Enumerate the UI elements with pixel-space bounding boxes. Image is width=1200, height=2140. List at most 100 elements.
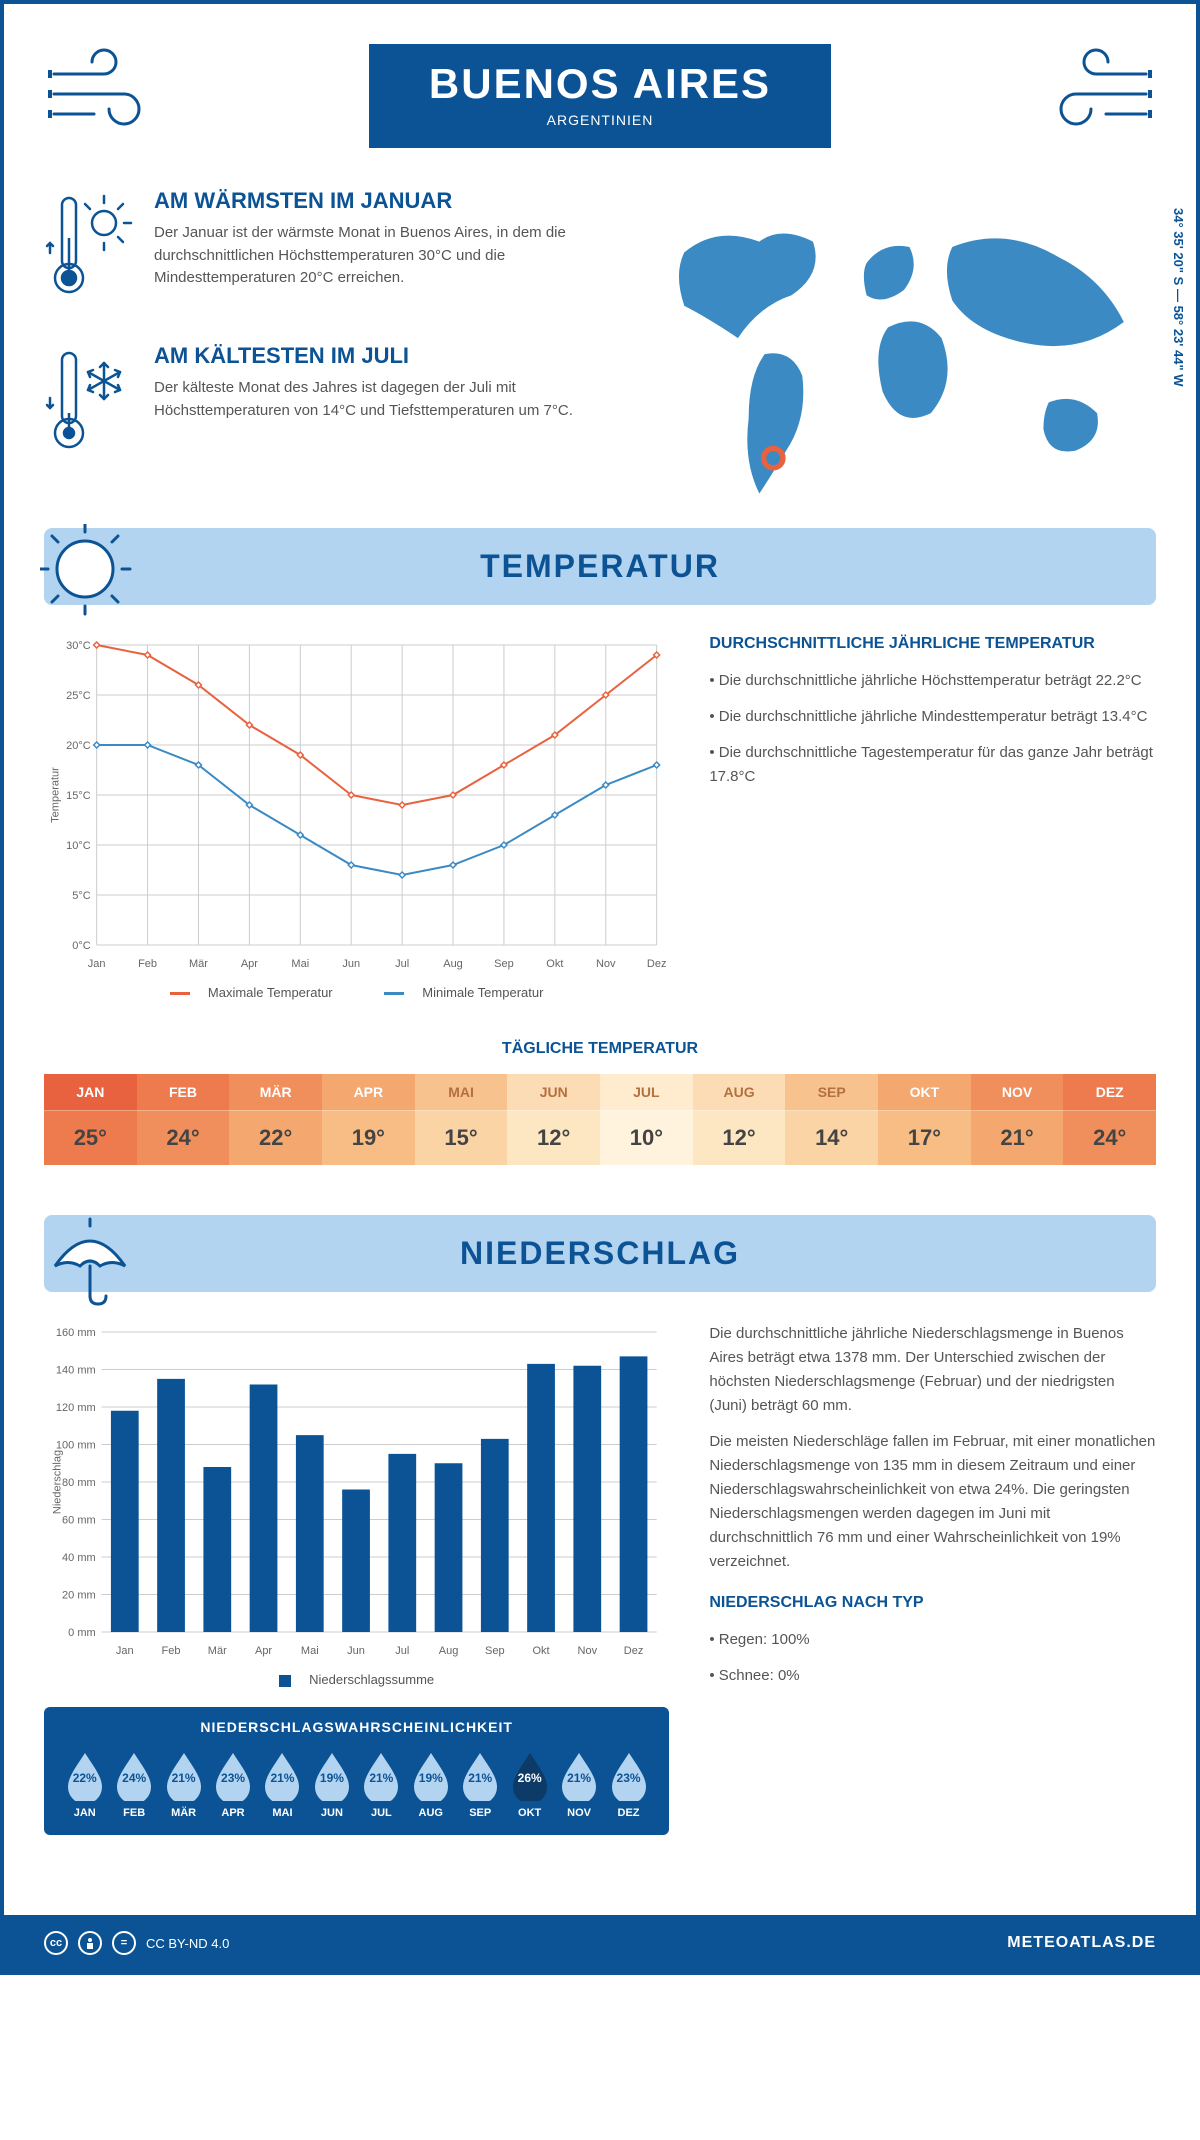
country-name: ARGENTINIEN (429, 112, 771, 128)
daily-temp-strip: JAN25°FEB24°MÄR22°APR19°MAI15°JUN12°JUL1… (44, 1074, 1156, 1165)
temperature-section-header: TEMPERATUR (44, 528, 1156, 605)
temperature-legend: Maximale Temperatur Minimale Temperatur (44, 985, 669, 1000)
precip-p2: Die meisten Niederschläge fallen im Febr… (709, 1430, 1156, 1574)
svg-text:Feb: Feb (162, 1645, 181, 1657)
svg-text:30°C: 30°C (66, 640, 91, 652)
cold-fact: AM KÄLTESTEN IM JULI Der kälteste Monat … (44, 343, 580, 468)
prob-title: NIEDERSCHLAGSWAHRSCHEINLICHKEIT (60, 1719, 653, 1735)
temp-bullet: • Die durchschnittliche Tagestemperatur … (709, 741, 1156, 789)
svg-text:140 mm: 140 mm (56, 1365, 96, 1377)
legend-min: Minimale Temperatur (422, 985, 543, 1000)
svg-text:10°C: 10°C (66, 840, 91, 852)
svg-text:Mär: Mär (208, 1645, 227, 1657)
temp-strip-cell: JUL10° (600, 1074, 693, 1165)
site-name: METEOATLAS.DE (1007, 1934, 1156, 1952)
temp-strip-cell: JUN12° (507, 1074, 600, 1165)
svg-text:Dez: Dez (624, 1645, 644, 1657)
svg-text:Mai: Mai (291, 958, 309, 970)
daily-temp-title: TÄGLICHE TEMPERATUR (44, 1040, 1156, 1058)
temperature-line-chart: 0°C5°C10°C15°C20°C25°C30°CJanFebMärAprMa… (44, 635, 669, 975)
svg-text:80 mm: 80 mm (62, 1477, 96, 1489)
svg-text:Sep: Sep (485, 1645, 505, 1657)
temp-strip-cell: APR19° (322, 1074, 415, 1165)
svg-text:Jun: Jun (347, 1645, 365, 1657)
warm-text: Der Januar ist der wärmste Monat in Buen… (154, 222, 580, 290)
probability-item: 21%MÄR (159, 1749, 208, 1819)
precip-type-bullet: • Regen: 100% (709, 1628, 1156, 1652)
temp-strip-cell: NOV21° (971, 1074, 1064, 1165)
city-name: BUENOS AIRES (429, 60, 771, 108)
svg-text:Feb: Feb (138, 958, 157, 970)
svg-text:20°C: 20°C (66, 740, 91, 752)
svg-text:25°C: 25°C (66, 690, 91, 702)
temp-bullet: • Die durchschnittliche jährliche Höchst… (709, 669, 1156, 693)
temp-strip-cell: JAN25° (44, 1074, 137, 1165)
cold-title: AM KÄLTESTEN IM JULI (154, 343, 580, 369)
temp-strip-cell: DEZ24° (1063, 1074, 1156, 1165)
probability-item: 21%NOV (554, 1749, 603, 1819)
sun-icon (40, 524, 140, 624)
svg-text:15°C: 15°C (66, 790, 91, 802)
svg-text:5°C: 5°C (72, 890, 91, 902)
svg-text:Sep: Sep (494, 958, 514, 970)
probability-item: 24%FEB (109, 1749, 158, 1819)
nd-icon: = (112, 1931, 136, 1955)
temp-strip-cell: MÄR22° (229, 1074, 322, 1165)
warm-fact: AM WÄRMSTEN IM JANUAR Der Januar ist der… (44, 188, 580, 313)
svg-text:Apr: Apr (255, 1645, 272, 1657)
svg-text:0 mm: 0 mm (68, 1627, 96, 1639)
temperature-title: TEMPERATUR (64, 548, 1136, 585)
cold-text: Der kälteste Monat des Jahres ist dagege… (154, 377, 580, 422)
svg-text:Okt: Okt (546, 958, 563, 970)
wind-icon (44, 44, 184, 144)
svg-text:20 mm: 20 mm (62, 1590, 96, 1602)
probability-item: 23%DEZ (604, 1749, 653, 1819)
title-banner: BUENOS AIRES ARGENTINIEN (369, 44, 831, 148)
temp-strip-cell: FEB24° (137, 1074, 230, 1165)
svg-text:Jan: Jan (116, 1645, 134, 1657)
svg-text:Aug: Aug (439, 1645, 459, 1657)
svg-text:Temperatur: Temperatur (50, 767, 62, 823)
svg-text:Mai: Mai (301, 1645, 319, 1657)
temp-strip-cell: MAI15° (415, 1074, 508, 1165)
wind-icon (1016, 44, 1156, 144)
temp-strip-cell: SEP14° (785, 1074, 878, 1165)
precip-type-bullet: • Schnee: 0% (709, 1664, 1156, 1688)
precipitation-info: Die durchschnittliche jährliche Niedersc… (709, 1322, 1156, 1835)
legend-max: Maximale Temperatur (208, 985, 333, 1000)
probability-item: 19%AUG (406, 1749, 455, 1819)
svg-text:120 mm: 120 mm (56, 1402, 96, 1414)
probability-item: 22%JAN (60, 1749, 109, 1819)
probability-item: 21%JUL (357, 1749, 406, 1819)
by-icon (78, 1931, 102, 1955)
svg-text:Aug: Aug (443, 958, 463, 970)
thermometer-sun-icon (44, 188, 134, 313)
cc-icon: cc (44, 1931, 68, 1955)
svg-text:Niederschlag: Niederschlag (52, 1450, 64, 1514)
thermometer-snow-icon (44, 343, 134, 468)
svg-text:Nov: Nov (578, 1645, 598, 1657)
precipitation-bar-chart: 0 mm20 mm40 mm60 mm80 mm100 mm120 mm140 … (44, 1322, 669, 1662)
temp-bullet: • Die durchschnittliche jährliche Mindes… (709, 705, 1156, 729)
probability-item: 21%MAI (258, 1749, 307, 1819)
svg-text:Jul: Jul (395, 958, 409, 970)
temperature-info: DURCHSCHNITTLICHE JÄHRLICHE TEMPERATUR •… (709, 635, 1156, 1000)
legend-precip: Niederschlagssumme (309, 1672, 434, 1687)
svg-text:Mär: Mär (189, 958, 208, 970)
svg-text:Nov: Nov (596, 958, 616, 970)
precipitation-legend: Niederschlagssumme (44, 1672, 669, 1687)
license-text: CC BY-ND 4.0 (146, 1936, 229, 1951)
svg-text:Jul: Jul (395, 1645, 409, 1657)
svg-text:Dez: Dez (647, 958, 667, 970)
umbrella-icon (40, 1211, 140, 1311)
svg-text:Apr: Apr (241, 958, 258, 970)
svg-text:0°C: 0°C (72, 940, 91, 952)
svg-text:Okt: Okt (532, 1645, 549, 1657)
precipitation-title: NIEDERSCHLAG (64, 1235, 1136, 1272)
warm-title: AM WÄRMSTEN IM JANUAR (154, 188, 580, 214)
probability-item: 26%OKT (505, 1749, 554, 1819)
temp-info-title: DURCHSCHNITTLICHE JÄHRLICHE TEMPERATUR (709, 635, 1156, 653)
coordinates: 34° 35' 20" S — 58° 23' 44" W (1171, 208, 1186, 387)
page-footer: cc = CC BY-ND 4.0 METEOATLAS.DE (4, 1915, 1196, 1971)
page-header: BUENOS AIRES ARGENTINIEN (44, 44, 1156, 148)
